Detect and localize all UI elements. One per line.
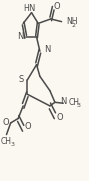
Text: 2: 2: [72, 23, 76, 28]
Text: O: O: [53, 2, 60, 11]
Text: N: N: [44, 45, 51, 54]
Text: 3: 3: [10, 142, 14, 147]
Text: N: N: [18, 32, 24, 41]
Text: N: N: [28, 4, 35, 13]
Text: O: O: [57, 113, 63, 122]
Text: CH: CH: [1, 137, 12, 146]
Text: O: O: [24, 122, 31, 131]
Text: O: O: [2, 117, 9, 127]
Text: N: N: [60, 97, 66, 106]
Text: NH: NH: [66, 17, 78, 26]
Text: S: S: [19, 75, 24, 84]
Text: H: H: [23, 4, 29, 13]
Text: CH: CH: [69, 98, 80, 107]
Text: 3: 3: [76, 103, 80, 108]
